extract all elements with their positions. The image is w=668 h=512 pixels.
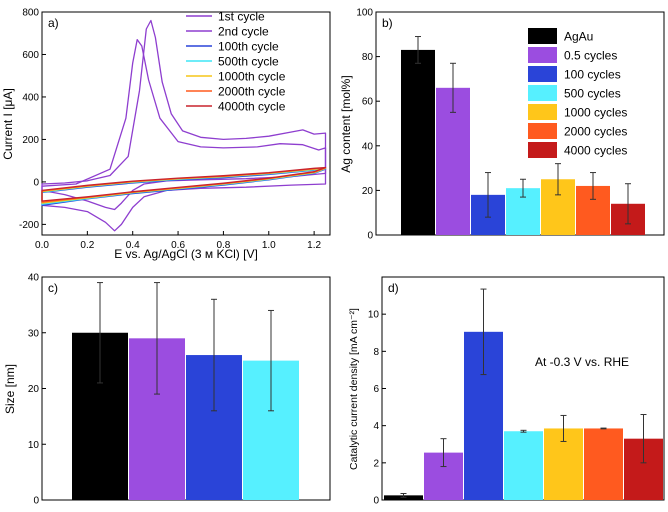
panel-a-x-tick-label: 1.0 [262, 240, 276, 251]
panel-a-label: a) [48, 16, 59, 30]
panel-b-bar-1 [401, 49, 435, 235]
panel-d-annotation: At -0.3 V vs. RHE [535, 355, 629, 369]
panel-c-y-tick-label: 10 [28, 440, 40, 451]
panel-a-y-tick-label: 600 [22, 50, 39, 61]
panel-c-size-bars: 0 10 20 30 40 c) Size [nm] [3, 273, 331, 507]
panel-a-x-tick-label: 0.0 [35, 240, 49, 251]
panel-b-y-tick-label: 100 [356, 8, 373, 19]
panel-a-x-tick-label: 0.8 [216, 240, 230, 251]
panel-d-bar-4 [504, 431, 543, 500]
panel-d-y-tick-label: 2 [373, 458, 379, 469]
panel-d-catalytic-current-bars: 0 2 4 6 8 10 d) At -0.3 V vs. RHE Catalytic c… [348, 276, 665, 507]
panel-c-y-tick-label: 0 [33, 496, 39, 507]
panel-b-legend-swatch [528, 142, 557, 158]
panel-b-legend-swatch [528, 104, 557, 120]
panel-a-legend-label: 1st cycle [218, 10, 265, 24]
panel-d-y-axis-label: Catalytic current density [mA cm⁻²] [348, 308, 360, 470]
panel-a-cyclic-voltammogram: 0.0 0.2 0.4 0.6 0.8 1.0 1.2 -200 0 200 400 600 800 1… [1, 8, 331, 261]
panel-b-legend-label: 4000 cycles [564, 144, 627, 158]
panel-a-series-line-1 [41, 19, 327, 211]
panel-b-legend-label: AgAu [564, 30, 593, 44]
panel-d-y-tick-label: 10 [368, 310, 380, 321]
panel-c-y-tick-label: 40 [28, 273, 40, 284]
panel-a-y-axis-label: Current I [μA] [1, 88, 15, 160]
panel-a-y-tick-label: 800 [22, 8, 39, 19]
panel-d-bars [384, 288, 663, 500]
panel-b-legend-swatch [528, 66, 557, 82]
panel-a-y-tick-label: 0 [33, 177, 39, 188]
panel-c-bars [72, 282, 299, 500]
panel-a-x-tick-label: 0.6 [171, 240, 185, 251]
panel-a-y-tick-label: -200 [19, 220, 39, 231]
panel-b-legend: AgAu 0.5 cycles 100 cycles 500 cycles 1000 c… [528, 28, 627, 158]
panel-a-x-tick-label: 1.2 [307, 240, 321, 251]
panel-c-y-axis-label: Size [nm] [3, 364, 17, 414]
panel-b-legend-label: 1000 cycles [564, 106, 627, 120]
panel-d-y-tick-label: 0 [373, 496, 379, 507]
panel-b-y-tick-label: 80 [362, 52, 374, 63]
panel-d-y-tick-label: 8 [373, 347, 379, 358]
panel-a-x-axis-label: E vs. Ag/AgCl (3 м KCl) [V] [114, 247, 258, 261]
panel-c-ticks: 0 10 20 30 40 [28, 273, 46, 507]
panel-a-y-tick-label: 400 [22, 92, 39, 103]
panel-b-ag-content-bars: 0 20 40 60 80 100 AgAu 0.5 cycles 100 cycles 500… [339, 8, 665, 242]
panel-b-legend-label: 0.5 cycles [564, 49, 617, 63]
panel-a-x-tick-label: 0.4 [126, 240, 140, 251]
panel-b-y-tick-label: 40 [362, 141, 374, 152]
panel-b-legend-label: 100 cycles [564, 68, 621, 82]
panel-b-y-tick-label: 20 [362, 186, 374, 197]
panel-c-y-tick-label: 20 [28, 384, 40, 395]
panel-a-plot-frame [41, 11, 331, 236]
panel-b-legend-label: 2000 cycles [564, 125, 627, 139]
panel-a-series-lines [41, 19, 327, 232]
panel-b-legend-swatch [528, 85, 557, 101]
panel-b-legend-swatch [528, 47, 557, 63]
panel-a-ticks: 0.0 0.2 0.4 0.6 0.8 1.0 1.2 -200 0 200 400 600 800 [19, 8, 322, 252]
panel-c-label: c) [48, 281, 58, 295]
panel-b-bars [401, 36, 645, 235]
panel-b-y-axis-label: Ag content [mol%] [339, 75, 353, 172]
panel-a-legend-label: 1000th cycle [218, 70, 286, 84]
panel-d-y-tick-label: 6 [373, 384, 379, 395]
panel-d-label: d) [388, 281, 399, 295]
panel-a-legend-label: 500th cycle [218, 55, 279, 69]
panel-b-label: b) [382, 16, 393, 30]
panel-d-y-tick-label: 4 [373, 421, 379, 432]
panel-b-y-tick-label: 60 [362, 97, 374, 108]
panel-b-legend-label: 500 cycles [564, 87, 621, 101]
panel-b-legend-swatch [528, 123, 557, 139]
panel-b-y-tick-label: 0 [367, 231, 373, 242]
panel-d-bar-6 [584, 428, 623, 500]
panel-a-series-line-7 [41, 166, 327, 202]
panel-a-y-tick-label: 200 [22, 135, 39, 146]
panel-b-ticks: 0 20 40 60 80 100 [356, 8, 380, 242]
panel-a-legend-label: 2000th cycle [218, 85, 286, 99]
panel-a-legend-label: 4000th cycle [218, 100, 286, 114]
panel-a-x-tick-label: 0.2 [80, 240, 94, 251]
panel-a-legend-label: 2nd cycle [218, 25, 269, 39]
panel-c-y-tick-label: 30 [28, 328, 40, 339]
panel-d-ticks: 0 2 4 6 8 10 [368, 310, 386, 507]
panel-a-series-line-2 [41, 38, 327, 232]
panel-b-legend-swatch [528, 28, 557, 44]
panel-a-legend-label: 100th cycle [218, 40, 279, 54]
